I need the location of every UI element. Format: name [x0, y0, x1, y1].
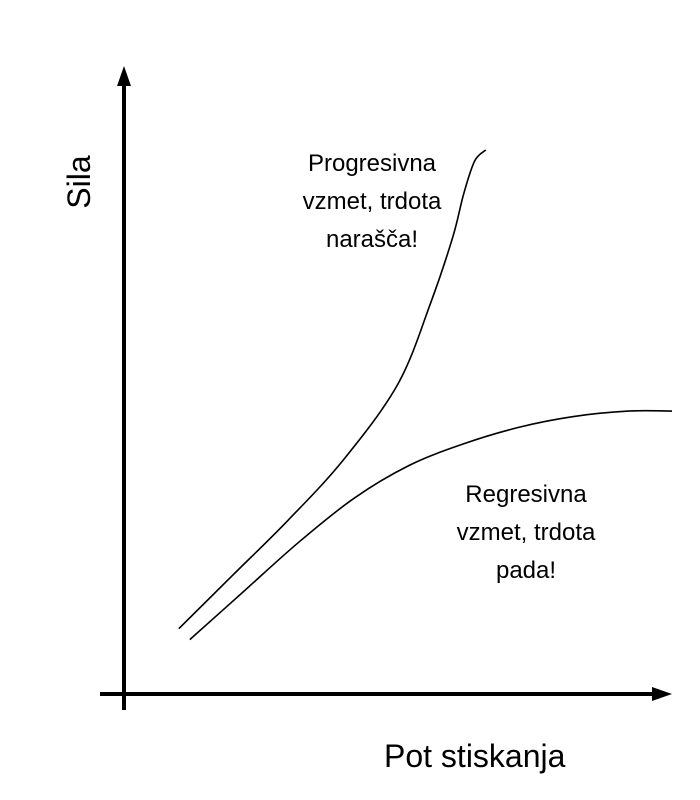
progressive-curve: [178, 149, 487, 630]
progressive-annotation-line-1: Progresivna: [307, 150, 437, 177]
y-axis-label: Sila: [61, 155, 97, 209]
x-axis-arrowhead: [652, 687, 672, 701]
y-axis-arrowhead: [117, 66, 131, 86]
series-layer: [178, 149, 673, 641]
regressive-annotation-line-3: pada!: [495, 557, 557, 584]
x-axis-label: Pot stiskanja: [384, 738, 566, 774]
regressive-annotation: Regresivna vzmet, trdota pada!: [416, 476, 636, 590]
progressive-annotation: Progresivna vzmet, trdota narašča!: [262, 145, 482, 259]
regressive-annotation-line-2: vzmet, trdota: [456, 519, 596, 546]
progressive-annotation-line-3: narašča!: [325, 226, 419, 253]
progressive-annotation-line-2: vzmet, trdota: [302, 188, 442, 215]
regressive-curve: [189, 409, 673, 641]
regressive-annotation-line-1: Regresivna: [465, 481, 587, 508]
